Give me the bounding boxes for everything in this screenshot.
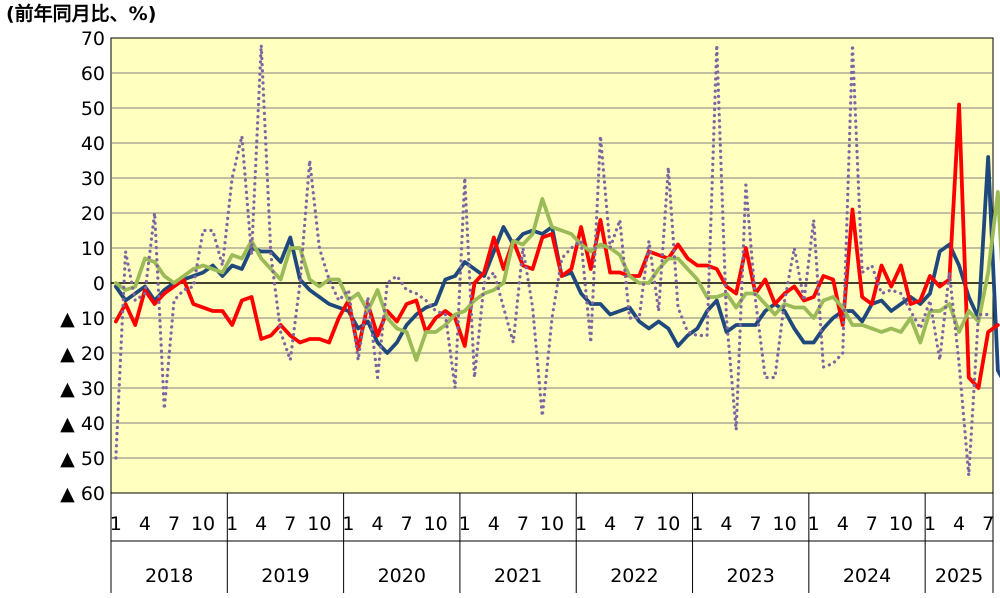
x-tick-label: 10 <box>307 513 331 535</box>
year-label: 2018 <box>145 565 193 587</box>
x-tick-label: 4 <box>255 513 267 535</box>
year-label: 2024 <box>843 565 891 587</box>
x-tick-label: 4 <box>837 513 849 535</box>
x-tick-label: 4 <box>604 513 616 535</box>
y-tick-label: 60 <box>81 63 105 85</box>
x-tick-label: 10 <box>191 513 215 535</box>
x-tick-label: 1 <box>808 513 820 535</box>
y-tick-label: ▲ 20 <box>60 343 105 365</box>
year-label: 2023 <box>727 565 775 587</box>
x-tick-label: 4 <box>720 513 732 535</box>
x-tick-label: 7 <box>633 513 645 535</box>
x-tick-label: 7 <box>982 513 994 535</box>
x-tick-label: 1 <box>226 513 238 535</box>
x-tick-label: 7 <box>517 513 529 535</box>
x-tick-label: 10 <box>889 513 913 535</box>
series-line-1 <box>113 155 1000 379</box>
x-tick-label: 10 <box>540 513 564 535</box>
y-tick-label: 50 <box>81 98 105 120</box>
y-tick-label: ▲ 10 <box>60 308 105 330</box>
x-tick-label: 1 <box>342 513 354 535</box>
year-label: 2020 <box>378 565 426 587</box>
year-label: 2021 <box>494 565 542 587</box>
y-tick-label: 40 <box>81 133 105 155</box>
x-tick-label: 7 <box>866 513 878 535</box>
x-tick-label: 4 <box>371 513 383 535</box>
year-label: 2019 <box>261 565 309 587</box>
x-tick-label: 7 <box>749 513 761 535</box>
x-tick-label: 4 <box>953 513 965 535</box>
x-tick-label: 7 <box>284 513 296 535</box>
y-tick-label: 20 <box>81 203 105 225</box>
y-tick-label: ▲ 60 <box>60 483 105 505</box>
y-tick-label: ▲ 50 <box>60 448 105 470</box>
series-line-4 <box>114 43 990 478</box>
x-tick-label: 1 <box>110 513 122 535</box>
x-tick-label: 1 <box>459 513 471 535</box>
x-tick-label: 4 <box>488 513 500 535</box>
y-tick-label: 10 <box>81 238 105 260</box>
y-tick-label: ▲ 30 <box>60 378 105 400</box>
x-tick-label: 1 <box>575 513 587 535</box>
y-tick-label: 70 <box>81 28 105 50</box>
x-tick-label: 4 <box>139 513 151 535</box>
series-line-2 <box>113 102 1000 390</box>
x-tick-label: 1 <box>691 513 703 535</box>
x-tick-label: 10 <box>773 513 797 535</box>
year-label: 2025 <box>935 565 983 587</box>
y-axis-unit-label: (前年同月比、%) <box>6 2 156 25</box>
y-tick-label: 0 <box>93 273 105 295</box>
x-tick-label: 7 <box>168 513 180 535</box>
y-tick-label: ▲ 40 <box>60 413 105 435</box>
x-tick-label: 10 <box>424 513 448 535</box>
x-tick-label: 7 <box>401 513 413 535</box>
series-line-3 <box>113 190 1000 362</box>
x-tick-label: 1 <box>924 513 936 535</box>
y-tick-label: 30 <box>81 168 105 190</box>
year-label: 2022 <box>610 565 658 587</box>
x-tick-label: 10 <box>656 513 680 535</box>
